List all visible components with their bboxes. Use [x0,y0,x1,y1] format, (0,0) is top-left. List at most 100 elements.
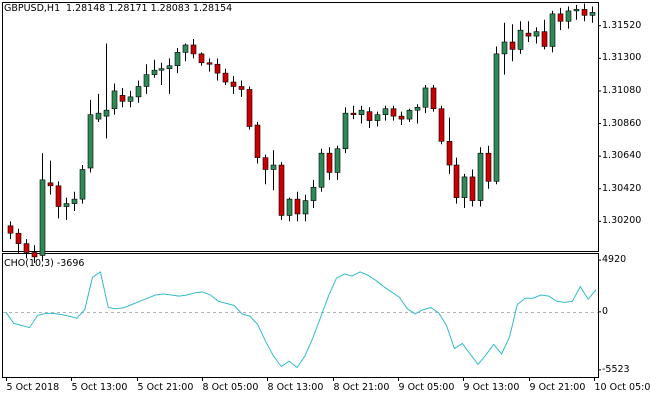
bear-candle [15,232,22,244]
bull-candle [318,152,325,188]
time-axis-label: 8 Oct 13:00 [267,382,324,393]
bull-candle [374,114,381,121]
bear-candle [557,13,564,22]
bull-candle [334,148,341,173]
bear-candle [350,112,357,115]
axis-ticks [6,25,601,381]
bear-candle [541,31,548,47]
indicator-axis-label: 0 [602,305,609,317]
bull-candle [39,179,46,256]
bull-candle [166,65,173,69]
indicator-pane-frame [2,253,599,378]
time-axis-label: 10 Oct 05:00 [594,382,650,393]
bull-candle [79,169,86,200]
price-axis-label: 1.30640 [602,150,642,162]
time-axis-label: 9 Oct 13:00 [463,382,520,393]
bear-candle [31,252,38,258]
bear-candle [485,152,492,182]
bear-candle [430,87,437,110]
time-axis-label: 5 Oct 21:00 [137,382,194,393]
bull-candle [533,31,540,37]
candlestick-series [7,3,596,263]
time-axis-label: 9 Oct 05:00 [398,382,455,393]
chart-frames [2,2,599,378]
bear-candle [262,157,269,170]
indicator-axis-label: 4920 [602,254,627,266]
bull-candle [549,13,556,47]
bull-candle [63,203,70,207]
bear-candle [254,124,261,158]
time-axis-label: 5 Oct 2018 [6,382,60,393]
bull-candle [461,176,468,198]
price-axis-label: 1.31080 [602,84,642,96]
symbol-timeframe-label: GBPUSD,H1 [4,3,61,14]
bull-candle [95,112,102,120]
time-axis-label: 5 Oct 13:00 [71,382,128,393]
bear-candle [366,111,373,121]
bull-candle [573,9,580,12]
bear-candle [238,86,245,90]
price-axis-label: 1.30860 [602,117,642,129]
bull-candle [358,109,365,115]
price-axis-label: 1.31300 [602,52,642,64]
bull-candle [127,96,134,102]
bull-candle [103,109,110,117]
bull-candle [477,152,484,201]
bull-candle [87,114,94,169]
bear-candle [509,41,516,50]
cho-indicator-line [5,271,597,369]
price-axis-label: 1.30200 [602,215,642,227]
bull-candle [286,198,293,216]
bear-candle [7,225,14,234]
bull-candle [414,106,421,111]
bull-candle [270,164,277,170]
bear-candle [446,141,453,166]
bear-candle [55,185,62,207]
bear-candle [206,62,213,65]
bear-candle [398,115,405,120]
bear-candle [438,108,445,142]
bull-candle [422,87,429,108]
bear-candle [294,198,301,215]
bull-candle [310,186,317,201]
bear-candle [581,9,588,16]
bull-candle [501,41,508,55]
bull-candle [517,29,524,50]
bull-candle [493,53,500,182]
bear-candle [525,32,532,37]
bear-candle [23,243,30,253]
bull-candle [135,86,142,98]
bear-candle [390,108,397,117]
bear-candle [326,152,333,173]
bear-candle [214,63,221,74]
bull-candle [406,109,413,120]
bull-candle [589,12,596,16]
bear-candle [47,182,54,187]
bear-candle [246,89,253,127]
time-axis-label: 9 Oct 21:00 [529,382,586,393]
bull-candle [342,112,349,150]
time-axis-label: 8 Oct 05:00 [202,382,259,393]
ohlc-readout: 1.28148 1.28171 1.28083 1.28154 [66,3,233,14]
bull-candle [111,90,118,110]
bull-candle [143,74,150,87]
bull-candle [565,10,572,22]
bull-candle [158,68,165,71]
price-axis-label: 1.31520 [602,19,642,31]
price-axis-label: 1.30420 [602,182,642,194]
bull-candle [151,69,158,75]
bear-candle [222,72,229,83]
bull-candle [302,200,309,215]
indicator-label: CHO(10,3) -3696 [4,258,85,269]
time-axis-label: 8 Oct 21:00 [333,382,390,393]
indicator-axis-label: -5523 [602,363,630,375]
bear-candle [278,164,285,216]
bull-candle [71,198,78,204]
bear-candle [469,176,476,201]
bull-candle [182,44,189,53]
bear-candle [198,53,205,64]
bull-candle [174,52,181,67]
bear-candle [190,44,197,55]
bull-candle [382,108,389,115]
